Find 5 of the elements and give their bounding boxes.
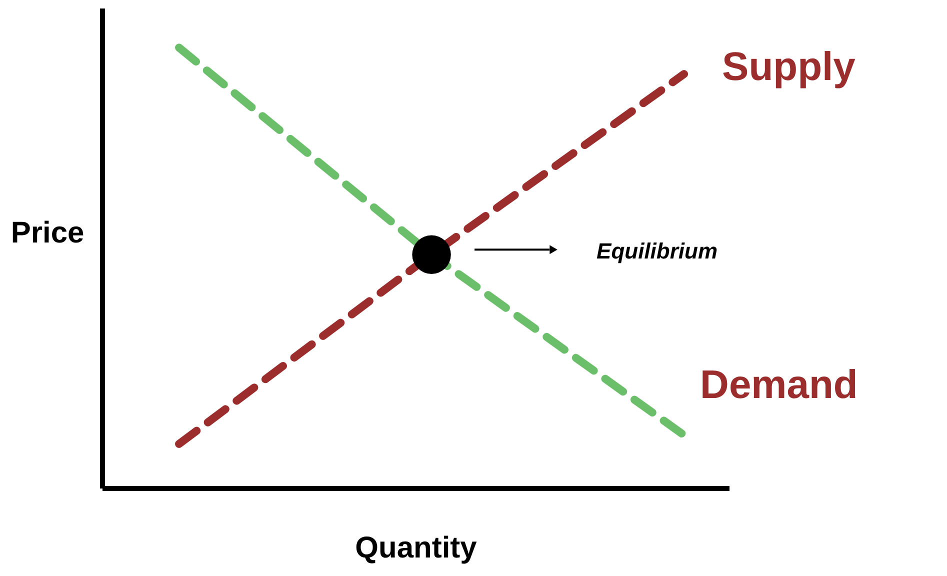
annotation: Equilibrium bbox=[596, 238, 718, 264]
annotation: Supply bbox=[722, 45, 856, 90]
annotation: Demand bbox=[700, 363, 858, 408]
x-axis-title: Quantity bbox=[355, 532, 478, 564]
y-axis-title: Price bbox=[10, 216, 84, 250]
